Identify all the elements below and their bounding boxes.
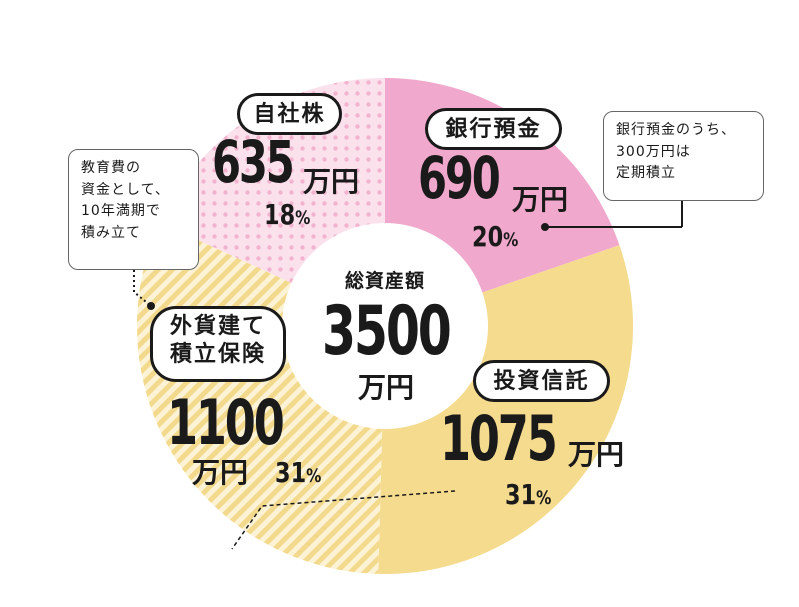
label-investment-trust: 投資信託	[473, 360, 610, 402]
pct-fx-insurance: 31%	[275, 456, 322, 489]
value-own-stock: 635	[212, 128, 295, 196]
note-bank-deposit: 銀行預金のうち、 300万円は 定期積立	[603, 111, 764, 201]
label-bank-deposit: 銀行預金	[425, 108, 562, 150]
label-fx-insurance: 外貨建て 積立保険	[150, 306, 286, 382]
pct-own-stock: 18%	[264, 198, 311, 231]
value-fx-insurance: 1100	[167, 386, 285, 459]
connector-fx-note	[133, 270, 152, 307]
center-unit: 万円	[357, 371, 414, 404]
value-bank-deposit: 690	[418, 144, 501, 212]
unit-fx-insurance: 万円	[192, 456, 249, 489]
donut-hole	[282, 223, 488, 429]
unit-investment-trust: 万円	[568, 438, 625, 471]
unit-bank-deposit: 万円	[512, 183, 569, 216]
value-investment-trust: 1075	[440, 402, 558, 475]
pct-investment-trust: 31%	[505, 478, 552, 511]
connector-fx-dot	[147, 302, 155, 310]
label-own-stock: 自社株	[237, 93, 342, 135]
pct-bank-deposit: 20%	[472, 220, 519, 253]
center-label: 総資産額	[344, 270, 425, 292]
connector-bank-dot	[541, 223, 549, 231]
divider-dashed	[231, 490, 456, 550]
unit-own-stock: 万円	[303, 165, 360, 198]
note-fx-insurance: 教育費の 資金として、 10年満期で 積み立て	[68, 149, 199, 270]
center-value: 3500	[322, 292, 452, 371]
